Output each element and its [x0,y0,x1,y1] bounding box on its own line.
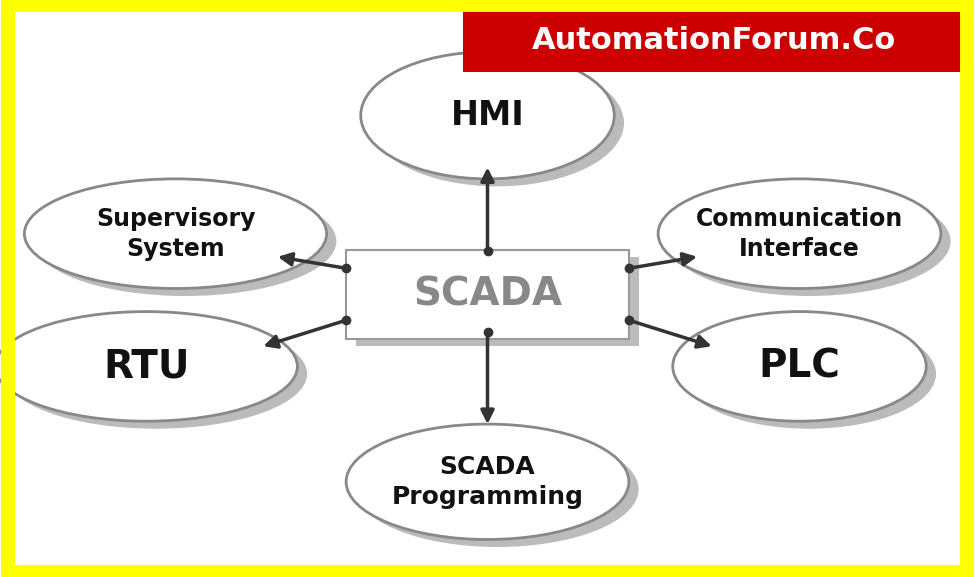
Text: PLC: PLC [759,347,840,385]
Bar [356,257,639,346]
Ellipse shape [0,312,297,421]
Text: SCADA: SCADA [413,275,562,313]
Text: AutomationForum.Co: AutomationForum.Co [532,26,896,55]
Bar [346,249,629,339]
Ellipse shape [346,424,629,539]
Ellipse shape [5,319,307,429]
Ellipse shape [658,179,941,288]
Ellipse shape [34,186,336,296]
Ellipse shape [682,319,936,429]
Text: Communication
Interface: Communication Interface [696,207,903,261]
Ellipse shape [24,179,327,288]
Ellipse shape [370,59,624,186]
Text: RTU: RTU [103,347,189,385]
Text: HMI: HMI [450,99,525,132]
Ellipse shape [361,52,614,179]
Ellipse shape [673,312,926,421]
Ellipse shape [668,186,951,296]
Bar [463,9,965,72]
Text: SCADA
Programming: SCADA Programming [392,455,583,509]
Text: Supervisory
System: Supervisory System [96,207,255,261]
Ellipse shape [356,432,639,547]
